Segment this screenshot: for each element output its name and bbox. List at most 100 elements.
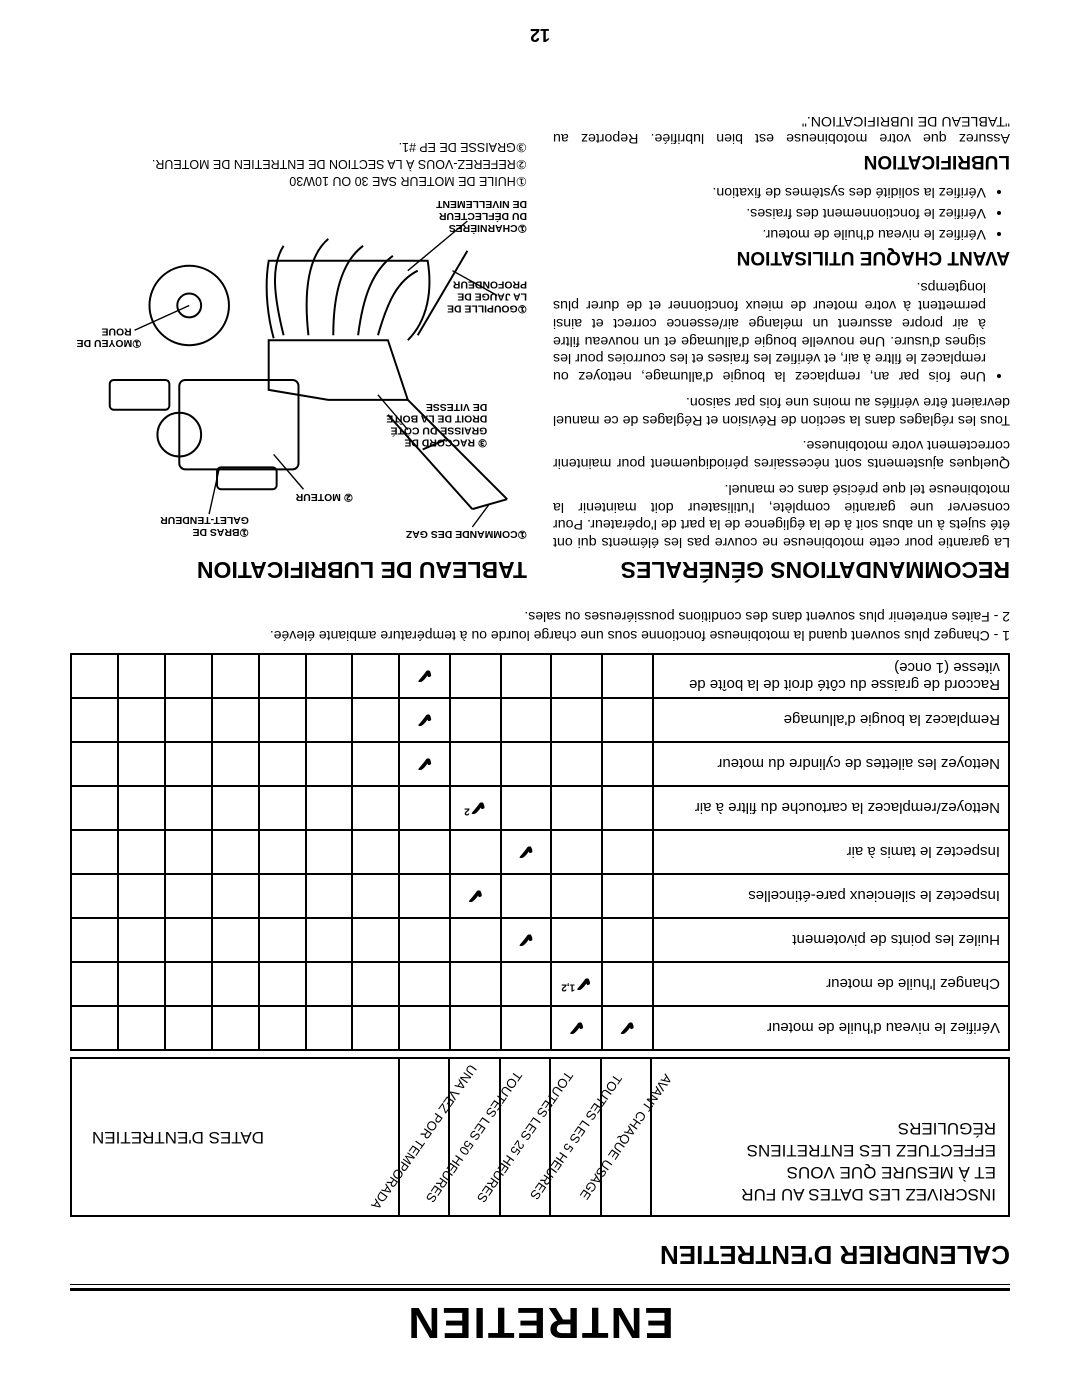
check-cell	[501, 786, 552, 830]
lbl-b4: DE VITESSE	[426, 401, 487, 412]
date-cell	[352, 830, 399, 874]
avant-b3: Vérifiez la solidité des systèmes de fix…	[553, 182, 986, 200]
date-cell	[259, 874, 306, 918]
check-cell	[602, 742, 653, 786]
row-label: Inspectez le tamis à air	[653, 830, 1009, 874]
check-cell	[501, 698, 552, 742]
date-cell	[259, 830, 306, 874]
lbl-b1: ③ RACCORD DE	[404, 437, 487, 448]
date-cell	[259, 1006, 306, 1050]
row-label: Nettoyez les ailettes de cylindre du mot…	[653, 742, 1009, 786]
row-label: Huilez les points de pivotement	[653, 918, 1009, 962]
date-cell	[259, 786, 306, 830]
schedule-table: Vérifiez le niveau d'huile de moteur✔✔Ch…	[70, 653, 1010, 1051]
lbl-d3: PROFONDEUR	[452, 279, 527, 290]
check-cell	[501, 962, 552, 1006]
legend-3: ③GRAISSE DE EP #1.	[70, 139, 527, 156]
rec-para-2: Quelques ajustements sont nécessaires pé…	[553, 436, 1010, 472]
date-cell	[259, 962, 306, 1006]
date-cell	[306, 830, 353, 874]
check-cell	[450, 1006, 501, 1050]
check-cell	[399, 1006, 450, 1050]
check-cell	[399, 874, 450, 918]
hdr-l4: RÉGULIERS	[664, 1117, 996, 1139]
date-cell	[212, 874, 259, 918]
check-cell	[399, 786, 450, 830]
check-cell	[450, 962, 501, 1006]
check-cell	[450, 918, 501, 962]
avant-title: AVANT CHAQUE UTILISATION	[553, 246, 1010, 268]
check-cell	[399, 962, 450, 1006]
lbl-f2: GALET-TENDEUR	[160, 514, 249, 525]
date-cell	[306, 874, 353, 918]
date-cell	[352, 874, 399, 918]
check-cell	[551, 786, 602, 830]
date-cell	[71, 918, 118, 962]
right-column: TABLEAU DE LUBRIFICATION	[70, 103, 527, 587]
chart-title: TABLEAU DE LUBRIFICATION	[70, 556, 527, 583]
lbl-g1: ①MOYEU DE	[77, 337, 142, 348]
rec-bullet: Une fois par an, remplacez la bougie d'a…	[553, 278, 986, 385]
date-cell	[165, 830, 212, 874]
date-cell	[165, 654, 212, 698]
rule-thin	[70, 1284, 1010, 1285]
date-cell	[165, 1006, 212, 1050]
date-cell	[165, 742, 212, 786]
rec-bullet-list: Une fois par an, remplacez la bougie d'a…	[553, 278, 1010, 385]
lbl-e3: DE NIVELLEMENT	[435, 200, 527, 209]
date-cell	[306, 786, 353, 830]
footnote-2: 2 - Faites entretenir plus souvent dans …	[70, 607, 1010, 626]
rec-para-3: Tous les réglages dans la section de Rév…	[553, 392, 1010, 428]
date-cell	[259, 654, 306, 698]
date-cell	[212, 1006, 259, 1050]
lbl-c: ② MOTEUR	[295, 491, 353, 502]
main-title: ENTRETIEN	[70, 1297, 1010, 1347]
table-row: Changez l'huile de moteur✔1,2	[71, 962, 1009, 1006]
check-cell	[551, 918, 602, 962]
rule-thick	[70, 1288, 1010, 1291]
check-cell	[450, 654, 501, 698]
date-cell	[71, 654, 118, 698]
date-cell	[212, 786, 259, 830]
check-cell	[602, 786, 653, 830]
date-cell	[118, 962, 165, 1006]
check-cell	[551, 830, 602, 874]
date-cell	[212, 830, 259, 874]
date-cell	[118, 698, 165, 742]
check-cell	[450, 830, 501, 874]
date-cell	[71, 698, 118, 742]
check-cell: ✔	[602, 1006, 653, 1050]
date-cell	[306, 962, 353, 1006]
check-cell	[602, 918, 653, 962]
check-cell	[602, 698, 653, 742]
check-cell: ✔	[399, 654, 450, 698]
date-cell	[306, 742, 353, 786]
date-cell	[306, 698, 353, 742]
hdr-l2: ET À MESURE QUE VOUS	[664, 1161, 996, 1183]
check-cell: ✔	[551, 1006, 602, 1050]
date-cell	[71, 742, 118, 786]
diag-col-4: UNA VEZ POR TEMPORADA	[400, 1059, 451, 1215]
table-row: Vérifiez le niveau d'huile de moteur✔✔	[71, 1006, 1009, 1050]
lbl-d2: LA JAUGE DE	[457, 291, 527, 302]
check-cell	[551, 698, 602, 742]
row-label: Inspectez le silencieux pare-étincelles	[653, 874, 1009, 918]
date-cell	[212, 654, 259, 698]
lbl-g2: ROUE	[101, 326, 131, 337]
diagonal-columns: AVANT CHAQUE USAGE TOUTES LES 5 HEURES T…	[400, 1059, 653, 1215]
avant-b1: Vérifiez le niveau d'huile de moteur.	[553, 224, 986, 242]
date-cell	[165, 918, 212, 962]
two-column-section: RECOMMANDATIONS GÉNÉRALES La garantie po…	[70, 103, 1010, 587]
footnote-1: 1 - Changez plus souvent quand la motobi…	[70, 626, 1010, 645]
check-cell	[602, 654, 653, 698]
date-cell	[118, 830, 165, 874]
date-cell	[352, 654, 399, 698]
check-cell	[501, 1006, 552, 1050]
footnotes: 1 - Changez plus souvent quand la motobi…	[70, 607, 1010, 645]
check-cell: ✔	[399, 742, 450, 786]
lubrication-diagram: ①COMMANDE DES GAZ ③ RACCORD DE GRAISSE D…	[70, 200, 527, 550]
check-cell: ✔	[399, 698, 450, 742]
date-cell	[212, 698, 259, 742]
check-cell: ✔	[501, 918, 552, 962]
table-row: Inspectez le tamis à air✔	[71, 830, 1009, 874]
